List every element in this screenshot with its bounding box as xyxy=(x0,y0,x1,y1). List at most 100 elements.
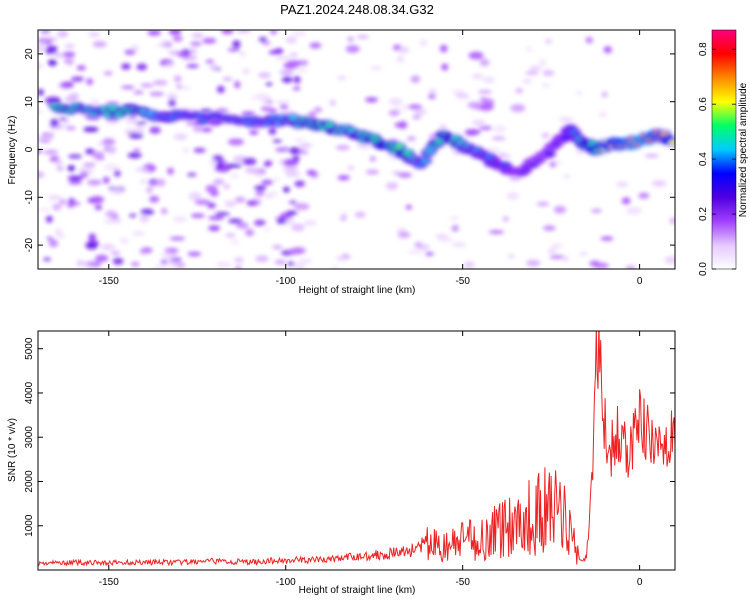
heatmap-blob xyxy=(385,182,399,190)
heatmap-blob xyxy=(272,245,283,249)
heatmap-blob xyxy=(397,231,411,239)
heatmap-blob xyxy=(308,111,317,119)
heatmap-blob xyxy=(402,104,410,111)
heatmap-blob xyxy=(467,101,483,109)
heatmap-blob xyxy=(600,236,614,241)
heatmap-blob xyxy=(276,219,287,224)
heatmap-blob xyxy=(83,126,99,133)
x-tick-label: -150 xyxy=(99,577,119,588)
heatmap-blob xyxy=(261,96,269,104)
heatmap-blob xyxy=(235,196,246,203)
heatmap-blob xyxy=(227,138,244,146)
heatmap-blob xyxy=(205,184,218,193)
heatmap-blob xyxy=(67,165,76,172)
heatmap-blob xyxy=(76,259,85,267)
heatmap-ridge xyxy=(48,102,675,177)
heatmap-blob xyxy=(205,59,215,64)
figure-title: PAZ1.2024.248.08.34.G32 xyxy=(280,2,434,17)
heatmap-blob xyxy=(525,47,533,52)
heatmap-blob xyxy=(599,111,607,118)
heatmap-blob xyxy=(53,52,66,58)
ridge-core xyxy=(569,129,579,135)
heatmap-blob xyxy=(79,171,89,178)
heatmap-blob xyxy=(278,146,290,151)
heatmap-blob xyxy=(242,68,251,75)
heatmap-blob xyxy=(263,227,270,233)
heatmap-blob xyxy=(283,158,299,167)
y-tick-label: 2000 xyxy=(24,470,35,493)
heatmap-blob xyxy=(553,205,567,214)
heatmap-blob xyxy=(135,167,151,172)
heatmap-blob xyxy=(644,154,659,158)
heatmap-blob xyxy=(39,139,51,143)
heatmap-blob xyxy=(249,129,259,136)
heatmap-blob xyxy=(347,165,354,171)
heatmap-blob xyxy=(136,63,148,71)
heatmap-blob xyxy=(407,104,423,110)
spectrogram-heatmap xyxy=(38,30,675,269)
heatmap-blob xyxy=(272,139,283,143)
heatmap-blob xyxy=(291,223,305,232)
heatmap-blob xyxy=(575,150,584,155)
heatmap-blob xyxy=(140,83,154,88)
heatmap-blob xyxy=(258,37,268,42)
heatmap-blob xyxy=(194,199,211,205)
heatmap-blob xyxy=(335,145,350,151)
heatmap-blob xyxy=(155,43,169,47)
heatmap-blob xyxy=(274,48,284,55)
heatmap-blob xyxy=(388,97,403,106)
heatmap-blob xyxy=(227,48,241,52)
heatmap-blob xyxy=(131,44,140,51)
heatmap-blob xyxy=(52,203,62,211)
heatmap-blob xyxy=(337,76,347,80)
heatmap-blob xyxy=(113,169,121,177)
heatmap-blob xyxy=(549,161,557,168)
heatmap-blob xyxy=(451,242,467,247)
heatmap-blob xyxy=(105,210,117,218)
heatmap-blob xyxy=(191,32,204,39)
heatmap-blob xyxy=(187,251,202,257)
heatmap-blob xyxy=(48,239,59,248)
heatmap-blob xyxy=(149,195,160,203)
ridge-core xyxy=(325,122,335,128)
heatmap-blob xyxy=(128,132,144,139)
heatmap-blob xyxy=(131,261,140,267)
heatmap-blob xyxy=(38,63,44,69)
heatmap-blob xyxy=(165,62,175,68)
heatmap-blob xyxy=(201,127,213,133)
heatmap-blob xyxy=(365,97,378,103)
heatmap-blob xyxy=(40,30,51,34)
heatmap-blob xyxy=(207,202,216,209)
heatmap-blob xyxy=(186,64,199,69)
heatmap-blob xyxy=(441,63,449,71)
heatmap-blob xyxy=(335,255,349,261)
heatmap-blob xyxy=(279,104,289,110)
heatmap-blob xyxy=(419,39,428,47)
heatmap-blob xyxy=(479,97,488,102)
heatmap-blob xyxy=(261,40,271,46)
heatmap-blob xyxy=(38,109,43,114)
heatmap-blob xyxy=(638,192,650,199)
heatmap-blob xyxy=(664,256,675,264)
heatmap-blob xyxy=(46,236,53,241)
heatmap-blob xyxy=(280,212,293,220)
colorbar-frame xyxy=(711,29,737,270)
heatmap-blob xyxy=(216,85,225,94)
heatmap-blob xyxy=(260,106,272,112)
heatmap-blob xyxy=(140,179,147,184)
heatmap-blob xyxy=(107,146,116,155)
heatmap-blob xyxy=(38,88,44,96)
heatmap-blob xyxy=(542,69,555,77)
heatmap-blob xyxy=(188,192,202,201)
heatmap-blob xyxy=(50,119,59,127)
heatmap-blob xyxy=(92,41,107,48)
heatmap-blob xyxy=(563,174,571,179)
snr-plot-area xyxy=(38,331,675,570)
x-tick-label: -50 xyxy=(455,276,470,287)
heatmap-blob xyxy=(77,167,93,172)
heatmap-blob xyxy=(225,233,236,238)
colorbar-tick-label: 0.0 xyxy=(698,262,709,276)
heatmap-blob xyxy=(187,172,197,177)
snr-y-axis-label: SNR (10 * v/v) xyxy=(7,418,18,482)
